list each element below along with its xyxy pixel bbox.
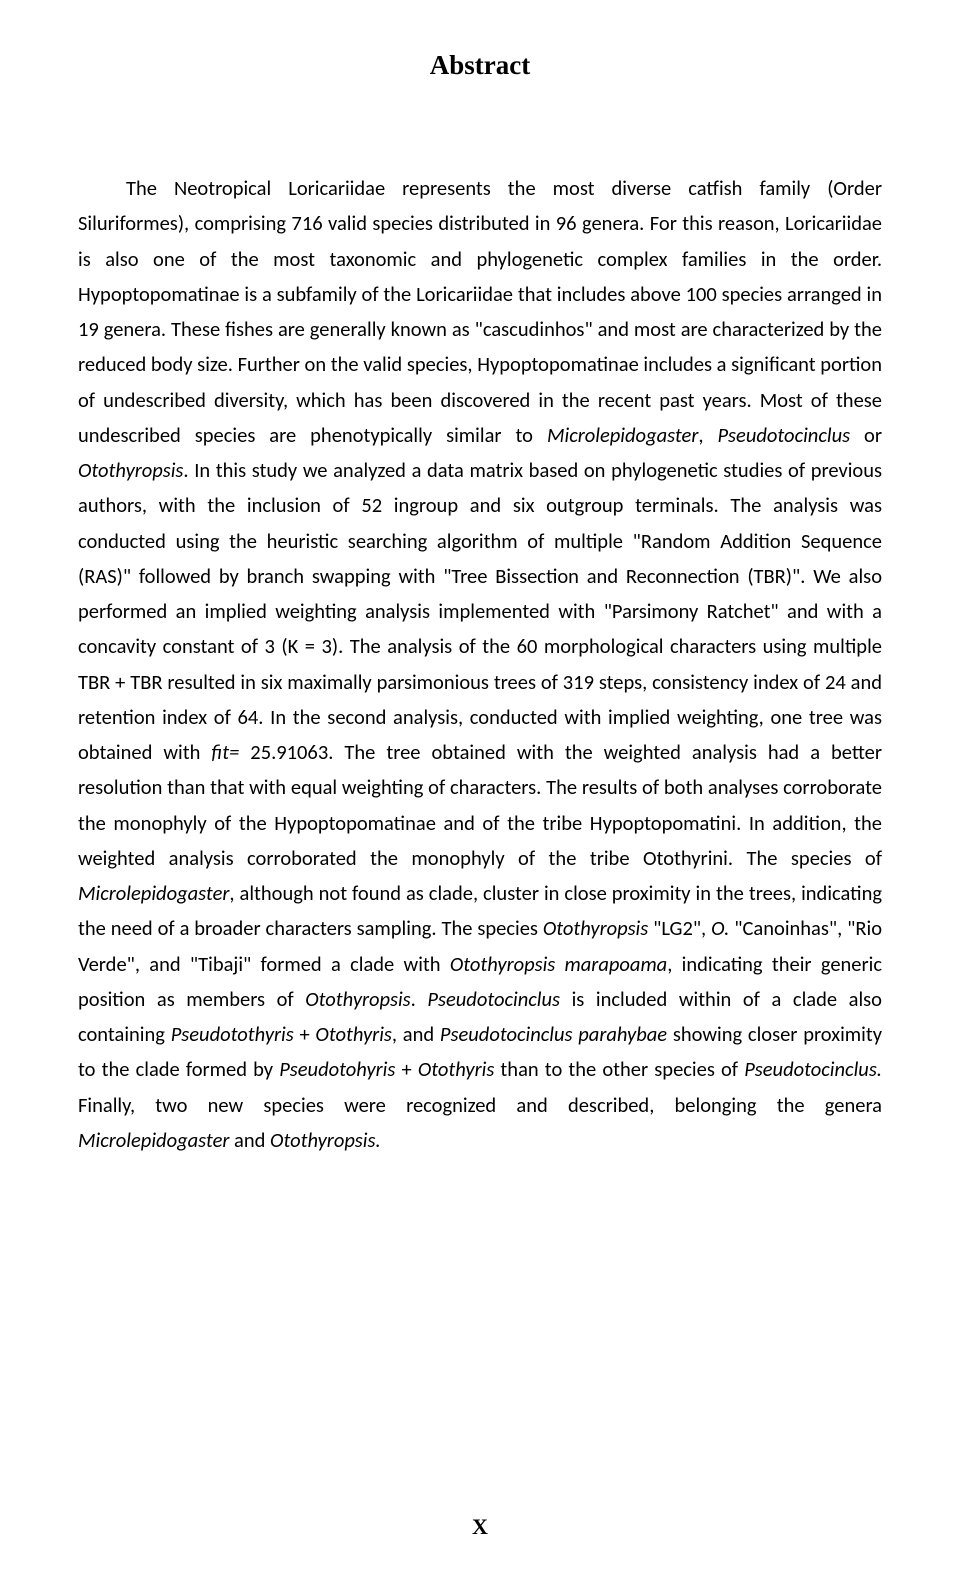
taxon-name: Microlepidogaster [78, 1127, 229, 1153]
body-text-segment: . In this study we analyzed a data matri… [78, 457, 882, 765]
taxon-name: Microlepidogaster [78, 880, 229, 906]
fit-label: fit= [211, 739, 239, 765]
taxon-name: Otothyris [418, 1056, 494, 1082]
taxon-name: Pseudotocinclus parahybae [440, 1021, 667, 1047]
taxon-name: Otothyropsis marapoama [450, 951, 667, 977]
body-text-segment: "LG2", [648, 915, 711, 941]
body-text-segment: or [850, 422, 882, 448]
taxon-name: Otothyropsis [543, 915, 648, 941]
taxon-name: Pseudotothyris [171, 1021, 294, 1047]
body-text-segment: , and [392, 1021, 440, 1047]
abstract-body: The Neotropical Loricariidae represents … [78, 171, 882, 1158]
body-text-segment: The Neotropical Loricariidae represents … [78, 175, 882, 448]
taxon-name: Pseudotocinclus [427, 986, 560, 1012]
taxon-name: Otothyropsis [78, 457, 183, 483]
body-text-segment: and [229, 1127, 270, 1153]
taxon-name: O. [711, 915, 729, 941]
body-text-segment: . [411, 986, 428, 1012]
taxon-name: Otothyropsis. [270, 1127, 381, 1153]
body-text-segment: than to the other species of [494, 1056, 744, 1082]
body-text-segment: , [698, 422, 717, 448]
body-text-segment: + [395, 1056, 417, 1082]
body-text-segment: + [294, 1021, 316, 1047]
page-number: X [0, 1514, 960, 1540]
taxon-name: Pseudotohyris [279, 1056, 395, 1082]
taxon-name: Otothyropsis [305, 986, 410, 1012]
taxon-name: Microlepidogaster [547, 422, 698, 448]
body-text-segment: Finally, two new species were recognized… [78, 1092, 882, 1118]
taxon-name: Pseudotocinclus. [744, 1056, 882, 1082]
abstract-title: Abstract [78, 50, 882, 81]
taxon-name: Otothyris [315, 1021, 391, 1047]
taxon-name: Pseudotocinclus [717, 422, 850, 448]
